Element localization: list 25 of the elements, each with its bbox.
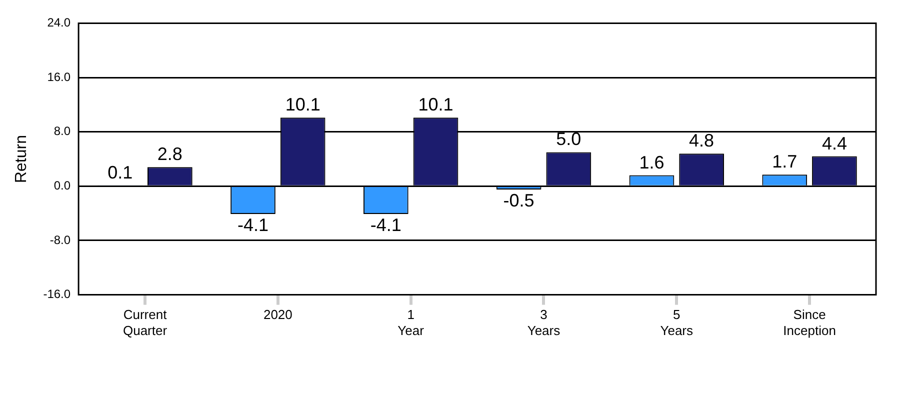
y-tick-label: 0.0	[54, 178, 71, 192]
y-tick-label: -8.0	[50, 232, 71, 247]
y-tick-label: -16.0	[43, 287, 71, 302]
data-label: 10.1	[418, 94, 454, 115]
data-label: 0.1	[108, 162, 133, 182]
data-label: -0.5	[503, 190, 534, 211]
data-label: 5.0	[556, 129, 582, 150]
x-tick-label: 1 Year	[398, 307, 425, 338]
x-tick-label: 5 Years	[660, 307, 694, 338]
x-tick-label: 2020	[263, 307, 292, 322]
x-tick-label: Since Inception	[783, 307, 836, 338]
data-label: 10.1	[285, 94, 320, 115]
x-tick-label: Current Quarter	[122, 307, 168, 338]
y-tick-label: 24.0	[47, 16, 71, 30]
y-axis-title: Return	[13, 134, 30, 184]
data-label: -4.1	[237, 214, 269, 235]
data-label: 4.8	[689, 130, 714, 151]
data-label: 4.4	[822, 133, 847, 154]
data-label: 1.7	[772, 152, 798, 172]
data-label: 2.8	[157, 144, 182, 164]
y-tick-label: 8.0	[54, 124, 71, 138]
data-label: 1.6	[639, 152, 664, 172]
data-label: -4.1	[370, 214, 402, 235]
x-tick-label: 3 Years	[527, 307, 561, 338]
y-tick-label: 16.0	[47, 70, 71, 84]
